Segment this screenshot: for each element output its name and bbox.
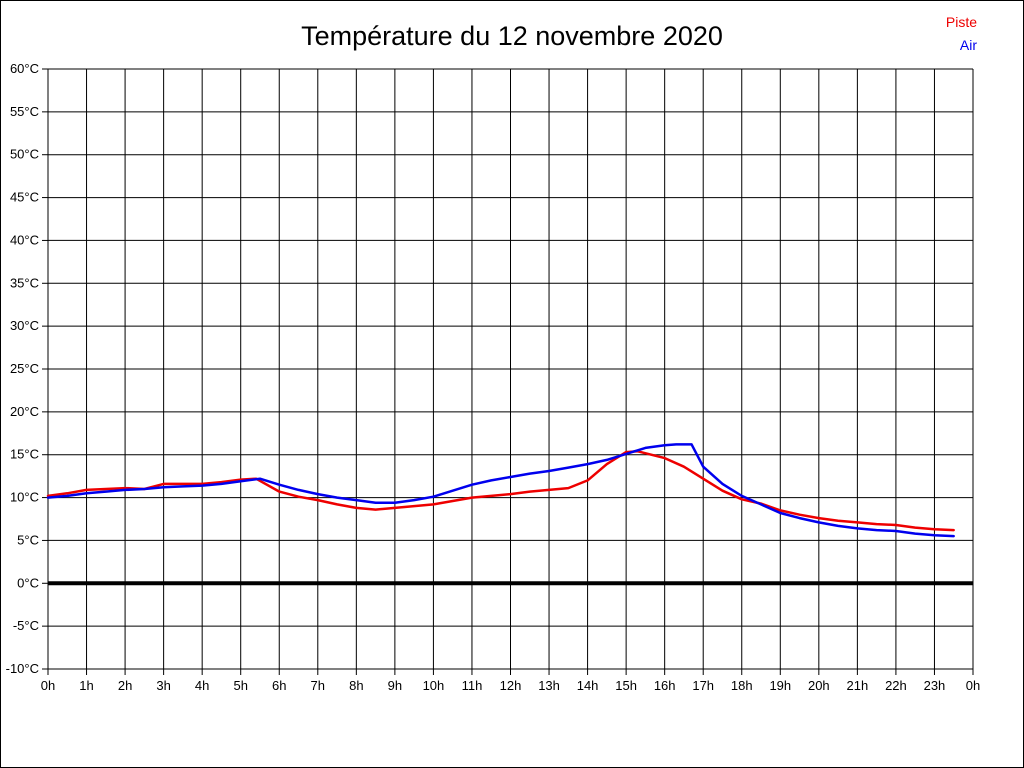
y-axis-tick-label: 40°C bbox=[10, 232, 39, 247]
legend-air-label: Air bbox=[959, 37, 977, 53]
x-axis-tick-label: 6h bbox=[272, 678, 286, 693]
x-axis-tick-label: 11h bbox=[462, 678, 483, 693]
x-axis-tick-label: 16h bbox=[654, 678, 676, 693]
x-axis-tick-label: 4h bbox=[195, 678, 209, 693]
y-axis-tick-label: -5°C bbox=[13, 618, 39, 633]
x-axis-tick-label: 21h bbox=[847, 678, 869, 693]
x-axis-tick-label: 12h bbox=[500, 678, 522, 693]
y-axis-tick-label: 60°C bbox=[10, 61, 39, 76]
x-axis-tick-label: 7h bbox=[311, 678, 325, 693]
x-axis-tick-label: 19h bbox=[769, 678, 791, 693]
y-axis-tick-label: 35°C bbox=[10, 275, 39, 290]
x-axis-tick-label: 22h bbox=[885, 678, 907, 693]
y-axis-tick-label: 0°C bbox=[17, 575, 39, 590]
x-axis-tick-label: 0h bbox=[966, 678, 980, 693]
series-line-piste bbox=[46, 450, 955, 532]
y-axis-tick-label: 20°C bbox=[10, 404, 39, 419]
x-axis-tick-label: 5h bbox=[233, 678, 247, 693]
y-axis-tick-label: 50°C bbox=[10, 147, 39, 162]
x-axis-tick-label: 23h bbox=[924, 678, 946, 693]
x-axis-tick-label: 13h bbox=[538, 678, 560, 693]
legend-piste-label: Piste bbox=[945, 14, 977, 30]
y-axis-tick-label: 15°C bbox=[10, 447, 39, 462]
y-axis-tick-label: 5°C bbox=[17, 532, 39, 547]
x-axis-tick-label: 14h bbox=[577, 678, 599, 693]
x-axis-tick-label: 0h bbox=[41, 678, 55, 693]
x-axis-tick-label: 18h bbox=[731, 678, 753, 693]
x-axis-tick-label: 9h bbox=[388, 678, 402, 693]
y-axis-tick-label: 10°C bbox=[10, 490, 39, 505]
y-axis-tick-label: 45°C bbox=[10, 190, 39, 205]
x-axis-tick-label: 8h bbox=[349, 678, 363, 693]
y-axis-tick-label: -10°C bbox=[6, 661, 39, 676]
x-axis-tick-label: 17h bbox=[692, 678, 714, 693]
y-axis-tick-label: 25°C bbox=[10, 361, 39, 376]
x-axis-tick-label: 10h bbox=[423, 678, 445, 693]
chart-legend: Piste Air bbox=[946, 11, 977, 57]
x-axis-tick-label: 2h bbox=[118, 678, 132, 693]
chart-title: Température du 12 novembre 2020 bbox=[301, 21, 723, 51]
x-axis-tick-label: 15h bbox=[615, 678, 637, 693]
x-axis-tick-label: 3h bbox=[156, 678, 170, 693]
series-line-air bbox=[46, 443, 955, 538]
y-axis-tick-label: 55°C bbox=[10, 104, 39, 119]
x-axis-tick-label: 1h bbox=[79, 678, 93, 693]
y-axis-tick-label: 30°C bbox=[10, 318, 39, 333]
x-axis-tick-label: 20h bbox=[808, 678, 830, 693]
